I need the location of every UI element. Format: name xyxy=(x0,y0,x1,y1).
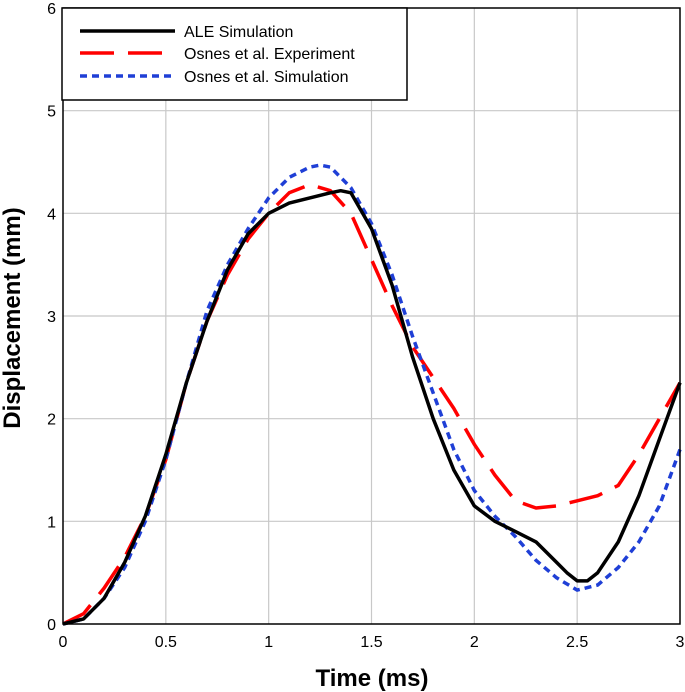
y-tick-label-2: 2 xyxy=(47,412,56,429)
tick-labels: 0 0.5 1 1.5 2 2.5 3 0 1 2 3 4 5 6 xyxy=(47,1,684,651)
series-line-ale-simulation xyxy=(62,188,682,626)
x-tick-label-5: 2.5 xyxy=(566,634,588,651)
x-tick-label-1: 0.5 xyxy=(155,634,177,651)
x-tick-label-2: 1 xyxy=(264,634,273,651)
y-tick-label-1: 1 xyxy=(47,514,56,531)
legend-label-osnes-experiment: Osnes et al. Experiment xyxy=(184,46,355,63)
x-tick-label-0: 0 xyxy=(59,634,68,651)
y-tick-label-0: 0 xyxy=(47,617,56,634)
grid xyxy=(63,8,680,624)
x-tick-label-4: 2 xyxy=(470,634,479,651)
legend: ALE Simulation Osnes et al. Experiment O… xyxy=(61,7,408,101)
y-axis-title: Displacement (mm) xyxy=(0,207,26,428)
series-layer xyxy=(62,163,682,626)
x-tick-label-6: 3 xyxy=(676,634,685,651)
legend-label-ale-simulation: ALE Simulation xyxy=(184,24,293,41)
y-tick-label-5: 5 xyxy=(47,104,56,121)
y-tick-label-6: 6 xyxy=(47,1,56,18)
y-tick-label-4: 4 xyxy=(47,206,56,223)
legend-label-osnes-simulation: Osnes et al. Simulation xyxy=(184,69,349,86)
legend-box xyxy=(61,7,408,101)
y-tick-label-3: 3 xyxy=(47,309,56,326)
x-tick-label-3: 1.5 xyxy=(360,634,382,651)
x-axis-title: Time (ms) xyxy=(316,665,429,692)
